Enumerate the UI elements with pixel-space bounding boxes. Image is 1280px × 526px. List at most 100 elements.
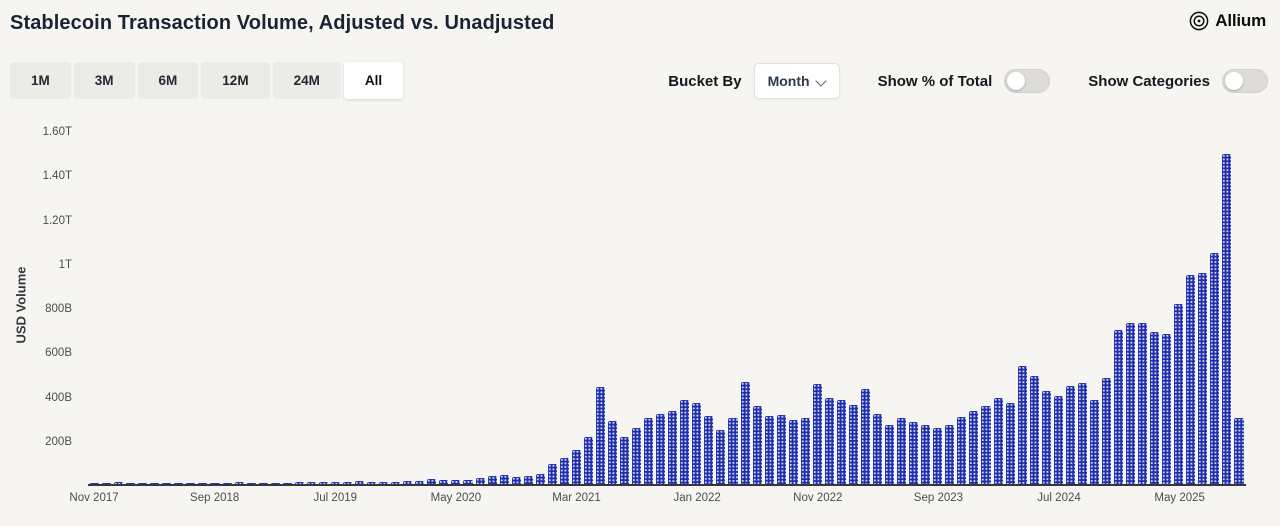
volume-bar[interactable]: [523, 475, 533, 484]
volume-bar[interactable]: [1077, 382, 1087, 484]
volume-bar[interactable]: [198, 483, 208, 484]
volume-bar[interactable]: [126, 482, 136, 484]
volume-bar[interactable]: [656, 413, 666, 484]
volume-bar[interactable]: [1138, 323, 1148, 484]
volume-bar[interactable]: [644, 418, 654, 484]
volume-bar[interactable]: [957, 416, 967, 484]
volume-bar[interactable]: [511, 476, 521, 484]
volume-bar[interactable]: [1101, 378, 1111, 484]
show-categories-toggle[interactable]: [1222, 69, 1268, 93]
volume-bar[interactable]: [993, 398, 1003, 484]
volume-bar[interactable]: [439, 479, 449, 484]
volume-bar[interactable]: [595, 387, 606, 484]
volume-bar[interactable]: [487, 476, 497, 484]
volume-bar[interactable]: [559, 457, 569, 484]
range-button-24m[interactable]: 24M: [272, 62, 341, 99]
volume-bar[interactable]: [270, 482, 280, 484]
volume-bar[interactable]: [836, 400, 846, 484]
range-button-1m[interactable]: 1M: [10, 62, 71, 99]
volume-bar[interactable]: [258, 482, 268, 484]
volume-bar[interactable]: [1222, 154, 1232, 484]
volume-bar[interactable]: [728, 418, 738, 484]
volume-bar[interactable]: [716, 430, 726, 484]
volume-bar[interactable]: [294, 482, 304, 484]
bucket-by-select[interactable]: Month: [753, 63, 840, 99]
volume-bar[interactable]: [138, 483, 148, 484]
volume-bar[interactable]: [150, 483, 160, 484]
volume-bar[interactable]: [764, 415, 774, 484]
volume-bar[interactable]: [1041, 390, 1051, 484]
volume-bar[interactable]: [620, 436, 630, 484]
volume-bar[interactable]: [668, 411, 678, 484]
volume-bar[interactable]: [1089, 400, 1099, 484]
volume-bar[interactable]: [692, 402, 702, 484]
volume-bar[interactable]: [451, 479, 461, 484]
volume-bar[interactable]: [800, 418, 810, 484]
volume-bar[interactable]: [547, 464, 557, 484]
volume-bar[interactable]: [330, 481, 340, 484]
volume-bar[interactable]: [740, 381, 750, 484]
volume-bar[interactable]: [379, 481, 389, 484]
volume-bar[interactable]: [427, 478, 437, 484]
volume-bar[interactable]: [1053, 396, 1063, 484]
volume-bar[interactable]: [812, 383, 822, 484]
volume-bar[interactable]: [1065, 386, 1075, 484]
volume-bar[interactable]: [608, 421, 618, 484]
volume-bar[interactable]: [680, 400, 690, 484]
volume-bar[interactable]: [463, 479, 473, 484]
volume-bar[interactable]: [234, 482, 244, 484]
volume-bar[interactable]: [415, 480, 425, 484]
volume-bar[interactable]: [1198, 272, 1208, 484]
volume-bar[interactable]: [318, 481, 328, 484]
volume-bar[interactable]: [342, 481, 353, 484]
range-button-all[interactable]: All: [343, 62, 404, 99]
volume-bar[interactable]: [535, 473, 545, 484]
volume-bar[interactable]: [897, 418, 907, 484]
volume-bar[interactable]: [114, 482, 124, 484]
volume-bar[interactable]: [788, 420, 798, 484]
volume-bar[interactable]: [945, 424, 955, 484]
volume-bar[interactable]: [885, 424, 895, 484]
volume-bar[interactable]: [752, 405, 762, 484]
volume-bar[interactable]: [246, 482, 256, 484]
volume-bar[interactable]: [1005, 402, 1015, 484]
allium-logo-link[interactable]: Allium: [1188, 10, 1266, 32]
volume-bar[interactable]: [174, 483, 184, 484]
volume-bar[interactable]: [704, 415, 714, 484]
volume-bar[interactable]: [969, 411, 979, 484]
volume-bar[interactable]: [403, 481, 413, 484]
volume-bar[interactable]: [1234, 418, 1244, 484]
volume-bar[interactable]: [1126, 323, 1136, 484]
volume-bar[interactable]: [1210, 253, 1220, 484]
range-button-12m[interactable]: 12M: [201, 62, 270, 99]
volume-bar[interactable]: [162, 483, 172, 484]
volume-bar[interactable]: [873, 413, 883, 484]
volume-bar[interactable]: [848, 404, 858, 484]
volume-bar[interactable]: [355, 481, 365, 484]
volume-bar[interactable]: [1150, 332, 1160, 484]
volume-bar[interactable]: [921, 424, 931, 484]
volume-bar[interactable]: [102, 482, 112, 484]
volume-bar[interactable]: [571, 449, 581, 484]
volume-bar[interactable]: [1017, 366, 1027, 484]
volume-bar[interactable]: [475, 478, 485, 484]
range-button-6m[interactable]: 6M: [137, 62, 199, 99]
range-button-3m[interactable]: 3M: [73, 62, 135, 99]
volume-bar[interactable]: [1029, 376, 1039, 484]
volume-bar[interactable]: [824, 398, 834, 484]
volume-bar[interactable]: [583, 436, 593, 484]
volume-bar[interactable]: [282, 482, 292, 484]
volume-bar[interactable]: [861, 389, 871, 484]
volume-bar[interactable]: [367, 481, 377, 484]
volume-bar[interactable]: [306, 481, 316, 484]
volume-bar[interactable]: [1186, 275, 1196, 484]
volume-bar[interactable]: [933, 427, 943, 484]
volume-bar[interactable]: [909, 422, 919, 484]
volume-bar[interactable]: [632, 427, 642, 484]
volume-bar[interactable]: [90, 483, 100, 484]
volume-bar[interactable]: [1174, 303, 1184, 484]
volume-bar[interactable]: [499, 475, 509, 484]
volume-bar[interactable]: [186, 483, 196, 484]
show-percent-toggle[interactable]: [1004, 69, 1051, 93]
volume-bar[interactable]: [776, 414, 786, 484]
